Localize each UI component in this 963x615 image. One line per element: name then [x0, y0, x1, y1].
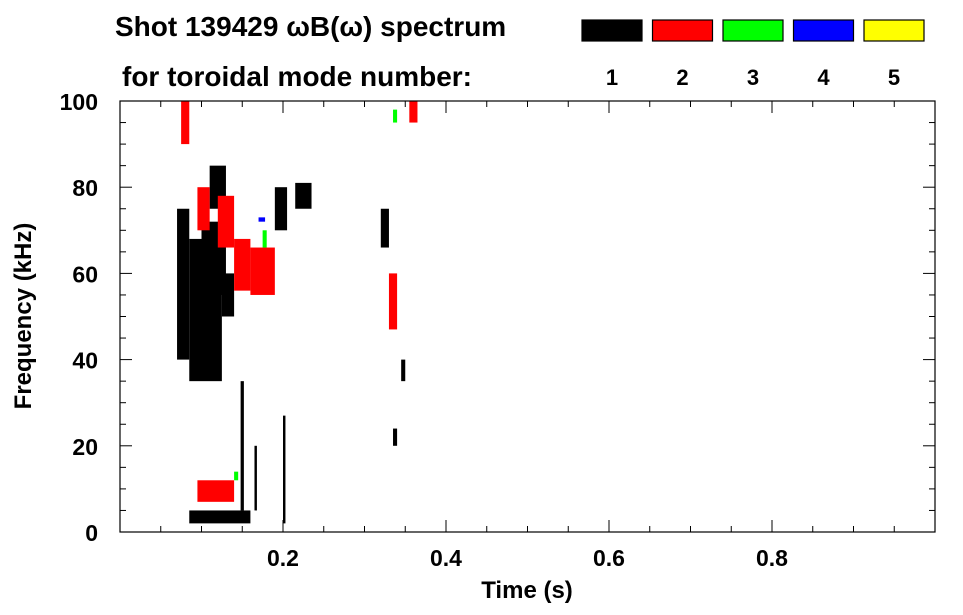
mode-1-region-4 — [221, 273, 235, 317]
x-tick-label: 0.8 — [756, 545, 788, 571]
mode-2-region-7 — [409, 101, 418, 123]
y-tick-label: 0 — [85, 520, 98, 546]
mode-1-region-7 — [295, 182, 312, 209]
y-tick-label: 20 — [72, 434, 98, 460]
mode-1-region-8 — [380, 208, 389, 248]
mode-1-region-6 — [274, 187, 288, 231]
y-tick-label: 40 — [72, 348, 98, 374]
mode-2-region-5 — [181, 101, 190, 145]
mode-3-region-1 — [262, 230, 267, 248]
legend-label-mode-5: 5 — [888, 65, 900, 90]
mode-3-region-2 — [234, 471, 239, 481]
legend-label-mode-4: 4 — [817, 65, 830, 90]
x-tick-label: 0.4 — [430, 545, 462, 571]
legend-label-mode-2: 2 — [676, 65, 688, 90]
y-tick-label: 60 — [72, 261, 98, 287]
mode-4-region-1 — [258, 217, 266, 222]
legend-swatch-mode-3 — [722, 19, 784, 42]
legend-label-mode-1: 1 — [606, 65, 618, 90]
y-tick-label: 80 — [72, 175, 98, 201]
chart-title-line1: Shot 139429 ωB(ω) spectrum — [115, 11, 506, 42]
x-axis-label: Time (s) — [481, 577, 573, 604]
x-tick-label: 0.2 — [267, 545, 299, 571]
legend: 1 2 3 4 5 — [581, 19, 925, 90]
legend-swatch-mode-5 — [863, 19, 925, 42]
mode-1-region-11 — [254, 445, 257, 511]
mode-2-region-4 — [250, 247, 275, 295]
legend-label-mode-3: 3 — [747, 65, 759, 90]
spectrum-marks — [177, 101, 418, 524]
mode-1-region-12 — [283, 415, 286, 524]
mode-3-region-3 — [393, 109, 398, 123]
mode-2-region-1 — [197, 187, 210, 231]
mode-1-region-13 — [401, 359, 406, 382]
mode-1-region-10 — [240, 381, 244, 511]
mode-2-region-8 — [197, 480, 235, 502]
chart-title-line2: for toroidal mode number: — [122, 61, 472, 92]
legend-swatch-mode-4 — [792, 19, 855, 42]
x-tick-label: 0.6 — [593, 545, 625, 571]
y-tick-label: 100 — [60, 89, 98, 115]
mode-1-region-1 — [177, 208, 190, 360]
mode-1-region-14 — [393, 428, 398, 446]
mode-2-region-3 — [234, 238, 251, 291]
y-axis-label: Frequency (kHz) — [10, 223, 37, 410]
mode-1-region-9 — [189, 510, 251, 524]
legend-swatch-mode-1 — [581, 19, 643, 42]
legend-swatch-mode-2 — [651, 19, 714, 42]
mode-2-region-2 — [217, 195, 235, 248]
mode-2-region-6 — [388, 273, 398, 330]
axis-ticks: 0.2 0.4 0.6 0.8 0 20 40 60 80 100 — [60, 89, 935, 571]
